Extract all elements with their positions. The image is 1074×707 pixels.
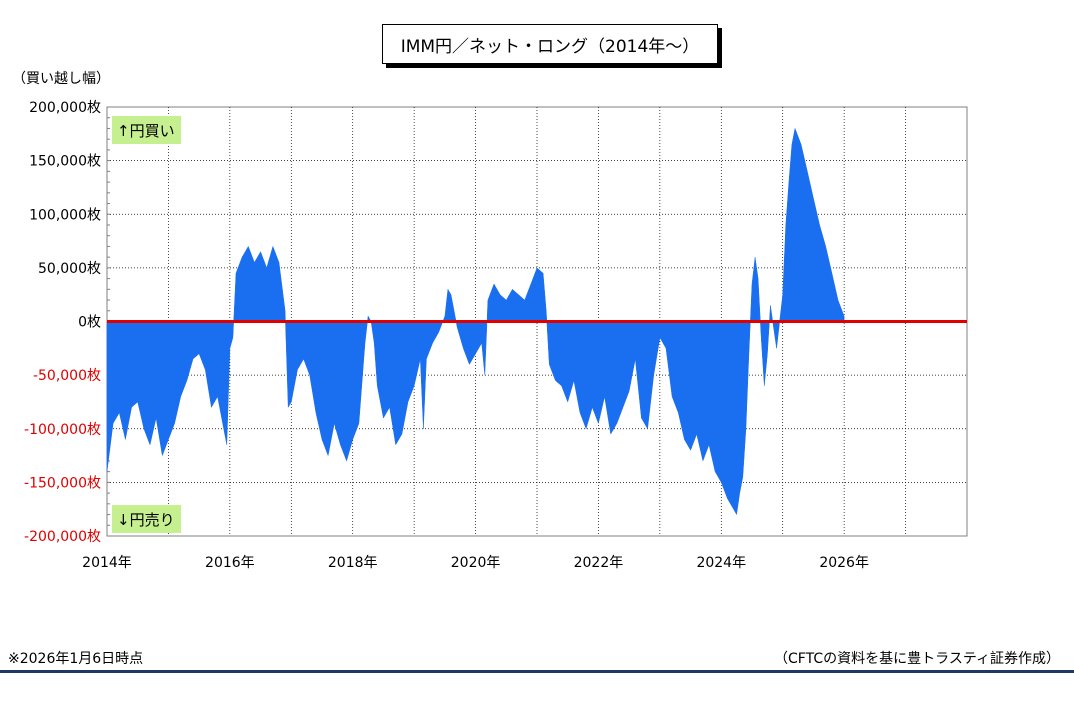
y-tick-label: 0枚: [78, 315, 101, 331]
source-footnote: （CFTCの資料を基に豊トラスティ証券作成）: [774, 651, 1060, 667]
x-tick-label: 2024年: [696, 555, 746, 571]
y-tick-label: -150,000枚: [24, 475, 101, 491]
y-tick-label: 200,000枚: [29, 100, 101, 116]
y-tick-labels: 200,000枚 150,000枚 100,000枚 50,000枚 0枚 -50,000…: [24, 100, 101, 545]
y-tick-label: -200,000枚: [24, 529, 101, 545]
data-date-footnote: ※2026年1月6日時点: [8, 651, 144, 667]
x-tick-labels: 2014年 2016年 2018年 2020年 2022年 2024年 2026年: [82, 555, 869, 571]
yen-sell-annotation-box: [112, 505, 181, 533]
x-tick-label: 2020年: [451, 555, 501, 571]
y-tick-label: 50,000枚: [38, 261, 101, 277]
bottom-rule: [0, 670, 1074, 673]
yen-buy-annotation: ↑円買い: [117, 122, 175, 140]
yen-buy-annotation-box: [112, 116, 181, 144]
yen-sell-annotation: ↓円売り: [117, 511, 175, 529]
chart-title: IMM円／ネット・ロング（2014年～）: [382, 24, 718, 64]
x-tick-label: 2018年: [328, 555, 378, 571]
x-tick-label: 2016年: [205, 555, 255, 571]
y-tick-label: 150,000枚: [29, 154, 101, 170]
y-axis-unit-label: （買い越し幅）: [12, 71, 110, 87]
x-tick-label: 2026年: [819, 555, 869, 571]
x-tick-label: 2022年: [574, 555, 624, 571]
y-tick-label: -50,000枚: [33, 368, 101, 384]
x-tick-label: 2014年: [82, 555, 132, 571]
y-tick-label: 100,000枚: [29, 207, 101, 223]
chart-title-text: IMM円／ネット・ロング（2014年～）: [400, 36, 700, 57]
y-tick-label: -100,000枚: [24, 422, 101, 438]
